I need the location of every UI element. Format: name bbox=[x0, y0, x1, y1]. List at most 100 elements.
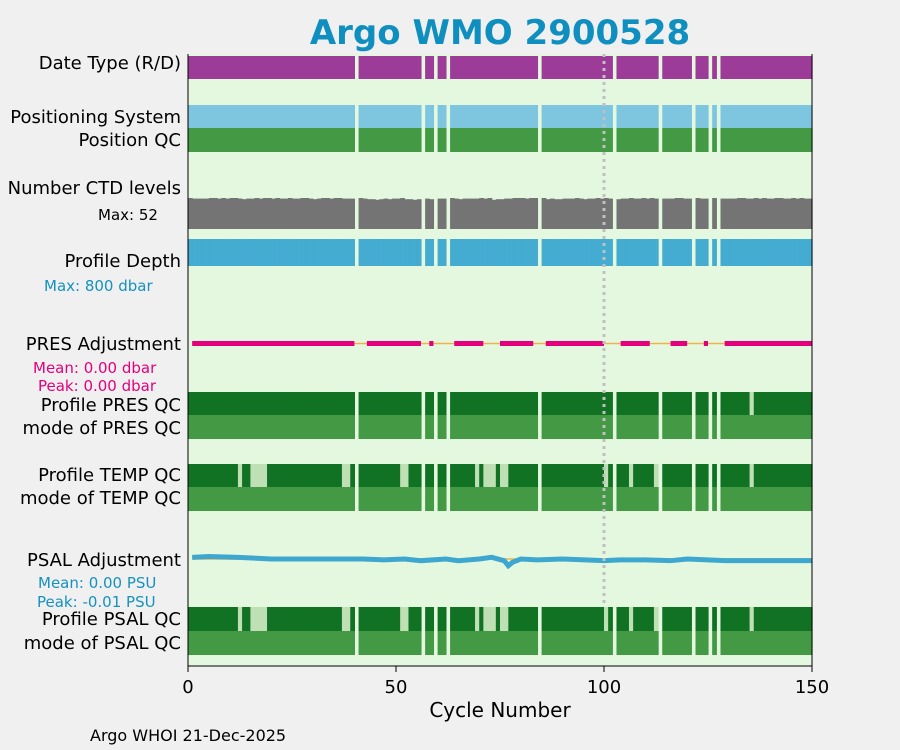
cycle-cell bbox=[229, 415, 235, 439]
cycle-cell bbox=[757, 392, 763, 415]
cycle-cell bbox=[641, 415, 647, 439]
cycle-cell bbox=[441, 128, 447, 152]
pres-adjustment-segment bbox=[545, 341, 604, 346]
cycle-cell bbox=[732, 105, 738, 128]
cycle-cell bbox=[774, 392, 780, 415]
profile-depth-bar bbox=[321, 239, 326, 266]
cycle-cell bbox=[703, 464, 709, 487]
cycle-cell bbox=[757, 464, 763, 487]
cycle-cell bbox=[587, 631, 593, 655]
profile-depth-bar bbox=[429, 239, 435, 266]
cycle-cell bbox=[217, 487, 222, 511]
profile-depth-bar bbox=[483, 239, 489, 266]
ctd-level-bar bbox=[624, 198, 630, 229]
cycle-cell bbox=[412, 415, 418, 439]
cycle-cell bbox=[500, 128, 505, 152]
row-number-ctd-levels bbox=[188, 198, 813, 229]
cycle-cell bbox=[504, 128, 509, 152]
cycle-cell bbox=[233, 128, 239, 152]
ctd-level-bar bbox=[258, 198, 264, 229]
cycle-cell bbox=[753, 105, 759, 128]
cycle-cell bbox=[782, 128, 788, 152]
cycle-cell bbox=[633, 392, 638, 415]
ctd-level-bar bbox=[508, 198, 514, 229]
profile-depth-bar bbox=[292, 239, 297, 266]
cycle-cell bbox=[687, 631, 692, 655]
row-label: Profile PSAL QC bbox=[42, 609, 181, 630]
cycle-cell bbox=[346, 415, 351, 439]
cycle-cell bbox=[766, 631, 771, 655]
ctd-level-bar bbox=[296, 198, 301, 229]
cycle-cell bbox=[554, 487, 559, 511]
cycle-cell bbox=[375, 487, 380, 511]
cycle-cell bbox=[221, 487, 227, 511]
cycle-cell bbox=[795, 631, 801, 655]
cycle-cell bbox=[670, 487, 676, 511]
ctd-level-bar bbox=[383, 198, 389, 229]
ctd-level-bar bbox=[233, 198, 239, 229]
profile-depth-bar bbox=[212, 239, 218, 266]
cycle-cell bbox=[408, 415, 414, 439]
profile-depth-bar bbox=[304, 239, 310, 266]
cycle-cell bbox=[766, 105, 771, 128]
cycle-cell bbox=[562, 392, 568, 415]
cycle-cell bbox=[325, 464, 331, 487]
cycle-cell bbox=[237, 415, 243, 439]
cycle-cell bbox=[316, 392, 322, 415]
profile-depth-bar bbox=[458, 239, 464, 266]
cycle-cell bbox=[583, 607, 588, 631]
cycle-cell bbox=[358, 487, 364, 511]
cycle-cell bbox=[645, 128, 651, 152]
cycle-cell bbox=[258, 392, 264, 415]
cycle-cell bbox=[724, 392, 730, 415]
ctd-level-bar bbox=[562, 198, 568, 229]
cycle-cell bbox=[500, 392, 505, 415]
cycle-cell bbox=[558, 105, 563, 128]
cycle-cell bbox=[300, 105, 306, 128]
cycle-cell bbox=[408, 464, 414, 487]
cycle-cell bbox=[766, 464, 771, 487]
cycle-cell bbox=[753, 487, 759, 511]
ctd-level-bar bbox=[628, 198, 634, 229]
cycle-cell bbox=[628, 128, 634, 152]
cycle-cell bbox=[316, 415, 322, 439]
cycle-cell bbox=[379, 464, 385, 487]
cycle-cell bbox=[728, 487, 734, 511]
cycle-cell bbox=[333, 487, 339, 511]
cycle-cell bbox=[508, 631, 514, 655]
cycle-cell bbox=[562, 105, 568, 128]
cycle-cell bbox=[795, 56, 801, 79]
cycle-cell bbox=[678, 607, 684, 631]
cycle-cell bbox=[208, 487, 214, 511]
cycle-cell bbox=[296, 105, 301, 128]
cycle-cell bbox=[250, 56, 256, 79]
profile-depth-bar bbox=[337, 239, 343, 266]
cycle-cell bbox=[462, 105, 468, 128]
cycle-cell bbox=[508, 464, 514, 487]
ctd-level-bar bbox=[437, 198, 443, 229]
cycle-cell bbox=[778, 607, 784, 631]
cycle-cell bbox=[791, 464, 796, 487]
cycle-cell bbox=[554, 415, 559, 439]
cycle-cell bbox=[292, 607, 297, 631]
cycle-cell bbox=[312, 607, 318, 631]
cycle-cell bbox=[371, 128, 376, 152]
cycle-cell bbox=[678, 105, 684, 128]
ctd-level-bar bbox=[221, 198, 227, 229]
cycle-cell bbox=[791, 56, 796, 79]
profile-depth-bar bbox=[558, 239, 563, 266]
cycle-cell bbox=[379, 631, 385, 655]
profile-depth-bar bbox=[791, 239, 796, 266]
profile-depth-bar bbox=[495, 239, 501, 266]
cycle-cell bbox=[267, 128, 272, 152]
cycle-cell bbox=[616, 105, 622, 128]
cycle-cell bbox=[475, 464, 480, 487]
profile-depth-bar bbox=[633, 239, 638, 266]
cycle-cell bbox=[778, 487, 784, 511]
cycle-cell bbox=[500, 464, 505, 487]
cycle-cell bbox=[504, 56, 509, 79]
ctd-level-bar bbox=[246, 198, 251, 229]
cycle-cell bbox=[325, 105, 331, 128]
cycle-cell bbox=[379, 128, 385, 152]
ctd-level-bar bbox=[787, 198, 792, 229]
